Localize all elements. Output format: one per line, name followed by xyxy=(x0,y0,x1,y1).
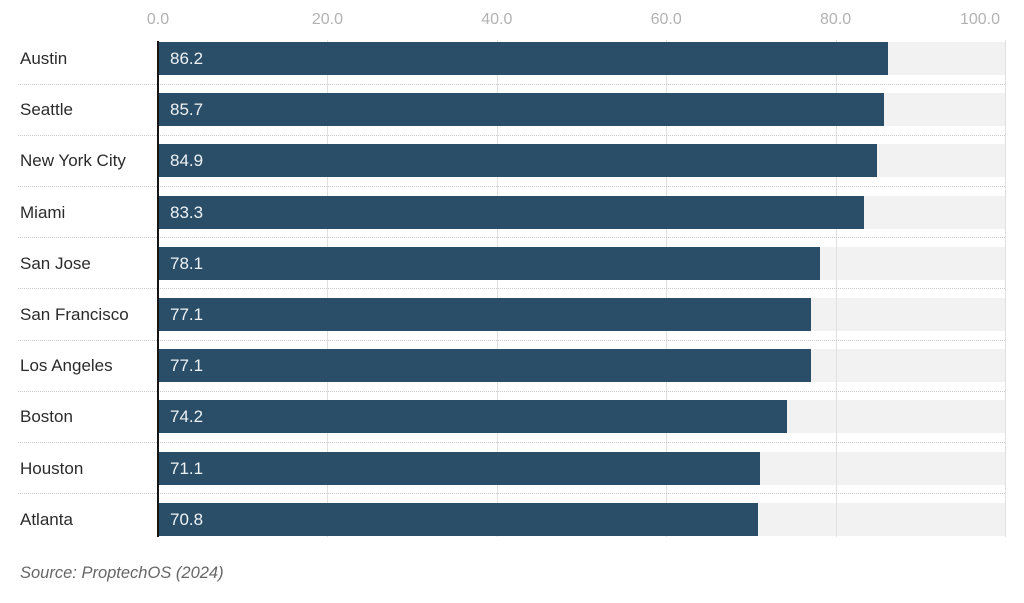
bar-value-label: 85.7 xyxy=(170,100,204,120)
category-label: Los Angeles xyxy=(20,356,113,376)
row-separator xyxy=(18,339,1005,341)
bar-value-label: 70.8 xyxy=(170,509,204,529)
gridline xyxy=(1005,40,1006,537)
bar-value-label: 77.1 xyxy=(170,356,204,376)
bar xyxy=(158,298,811,331)
y-axis-line xyxy=(157,41,159,537)
row-separator xyxy=(18,134,1005,136)
source-caption: Source: ProptechOS (2024) xyxy=(20,564,224,582)
category-label: New York City xyxy=(20,151,126,171)
x-tick-label: 80.0 xyxy=(820,11,852,28)
row-separator xyxy=(18,390,1005,392)
bar xyxy=(158,42,889,75)
bar-value-label: 77.1 xyxy=(170,305,204,324)
row-separator xyxy=(18,288,1005,290)
category-label: Seattle xyxy=(20,100,73,120)
bar xyxy=(158,400,787,434)
bar-value-label: 84.9 xyxy=(170,151,204,171)
bar xyxy=(158,195,864,229)
row-separator xyxy=(18,237,1005,239)
x-tick-label: 0.0 xyxy=(146,11,170,28)
bar xyxy=(158,451,761,485)
category-label: Houston xyxy=(20,458,84,478)
bar-value-label: 74.2 xyxy=(170,407,204,427)
bar xyxy=(158,93,884,127)
category-label: Atlanta xyxy=(20,509,73,529)
x-tick-label: 20.0 xyxy=(311,11,343,28)
bar xyxy=(158,246,820,280)
category-label: Boston xyxy=(20,407,73,427)
bar-value-label: 83.3 xyxy=(170,202,204,222)
row-separator xyxy=(18,442,1005,443)
row-separator xyxy=(18,186,1005,187)
bar-value-label: 86.2 xyxy=(170,49,204,68)
bar xyxy=(158,349,811,383)
category-label: San Francisco xyxy=(20,305,129,324)
x-tick-label: 60.0 xyxy=(650,11,682,28)
bar xyxy=(158,502,758,536)
x-tick-label: 40.0 xyxy=(481,11,513,28)
bar-value-label: 71.1 xyxy=(170,458,204,478)
row-separator xyxy=(18,83,1005,85)
x-tick-label: 100.0 xyxy=(959,11,1001,28)
category-label: Austin xyxy=(20,49,68,68)
category-label: Miami xyxy=(20,202,66,222)
category-label: San Jose xyxy=(20,253,91,273)
bar-value-label: 78.1 xyxy=(170,253,204,273)
bar xyxy=(158,144,878,178)
row-separator xyxy=(18,493,1005,495)
